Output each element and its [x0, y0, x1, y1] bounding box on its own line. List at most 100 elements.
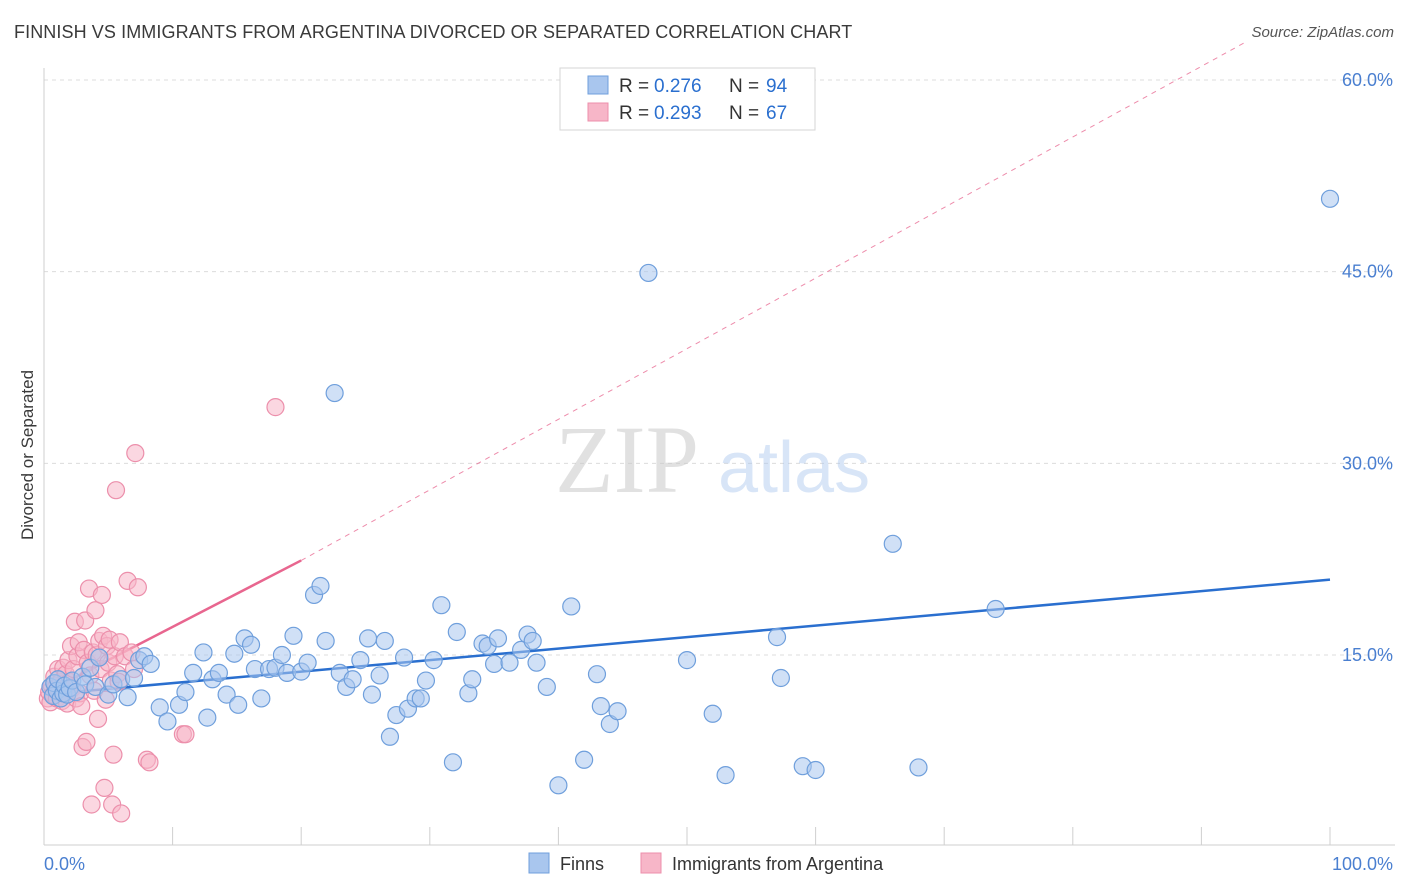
point-argentina: [77, 732, 96, 751]
point-finns: [767, 628, 787, 647]
point-finns: [176, 682, 195, 702]
point-finns: [370, 666, 389, 685]
point-finns: [549, 776, 568, 795]
point-finns: [325, 383, 344, 403]
point-finns: [158, 712, 177, 731]
legend-n-value-argentina: 67: [766, 103, 787, 124]
point-finns: [500, 653, 519, 672]
point-finns: [380, 727, 400, 746]
point-finns: [184, 663, 203, 682]
point-argentina: [92, 585, 111, 605]
y-tick-label: 45.0%: [1342, 262, 1393, 282]
point-finns: [639, 263, 658, 283]
point-finns: [986, 599, 1005, 619]
point-finns: [575, 750, 594, 769]
point-finns: [198, 708, 217, 727]
legend-r-value-argentina: 0.293: [654, 103, 702, 124]
y-tick-label: 60.0%: [1342, 70, 1393, 90]
point-finns: [343, 670, 362, 689]
point-finns: [194, 643, 213, 662]
series-legend-swatch-argentina: [640, 852, 662, 874]
point-finns: [527, 653, 546, 672]
point-finns: [217, 685, 236, 704]
point-finns: [485, 654, 504, 674]
point-finns: [90, 648, 109, 667]
point-finns: [562, 597, 581, 616]
point-finns: [358, 629, 378, 648]
point-finns: [909, 758, 928, 777]
point-finns: [316, 631, 335, 651]
x-axis-ticks: [172, 827, 1331, 845]
point-argentina: [126, 444, 145, 463]
point-argentina: [266, 398, 285, 417]
point-finns: [443, 753, 463, 772]
point-finns: [141, 654, 160, 674]
series-legend-swatch-finns: [528, 852, 550, 874]
point-argentina: [176, 725, 195, 744]
x-tick-label-max: 100.0%: [1332, 854, 1393, 874]
y-tick-label: 30.0%: [1342, 453, 1393, 473]
point-argentina: [128, 578, 147, 597]
point-finns: [298, 653, 317, 672]
series-legend: Finns Immigrants from Argentina: [528, 852, 884, 874]
point-finns: [416, 671, 436, 690]
point-finns: [272, 645, 292, 665]
series-legend-label-argentina: Immigrants from Argentina: [672, 854, 884, 874]
y-axis-label: Divorced or Separated: [18, 370, 37, 540]
point-argentina: [95, 778, 114, 797]
point-finns: [488, 629, 508, 648]
source-credit: Source: ZipAtlas.com: [1251, 24, 1394, 41]
point-finns: [716, 766, 735, 785]
point-finns: [587, 665, 607, 684]
point-finns: [883, 534, 902, 553]
watermark-atlas: atlas: [718, 428, 870, 508]
legend-swatch-argentina: [587, 102, 609, 122]
point-finns: [703, 704, 722, 723]
point-finns: [375, 631, 394, 651]
legend-n-value-finns: 94: [766, 76, 788, 97]
point-finns: [806, 760, 825, 780]
point-finns: [537, 677, 556, 697]
grid-lines: [44, 79, 1395, 656]
legend-r-label: R =: [619, 76, 649, 97]
chart-title: FINNISH VS IMMIGRANTS FROM ARGENTINA DIV…: [14, 22, 853, 42]
point-finns: [432, 596, 451, 615]
series-legend-label-finns: Finns: [560, 854, 604, 874]
watermark-zip: ZIP: [555, 406, 699, 513]
legend-n-label: N =: [729, 103, 759, 124]
y-tick-label: 15.0%: [1342, 645, 1393, 665]
point-finns: [311, 576, 330, 596]
point-argentina: [88, 709, 108, 728]
point-finns: [150, 698, 169, 717]
legend-swatch-finns: [587, 75, 609, 95]
point-finns: [229, 695, 248, 714]
point-finns: [463, 670, 482, 689]
legend-r-value-finns: 0.276: [654, 76, 702, 97]
point-finns: [771, 668, 790, 688]
point-finns: [523, 631, 542, 651]
point-argentina: [112, 804, 131, 823]
point-argentina: [140, 753, 159, 772]
point-finns: [411, 689, 430, 708]
point-finns: [351, 651, 370, 670]
point-finns: [241, 635, 261, 654]
stats-legend: R = 0.276 N = 94 R = 0.293 N = 67: [559, 67, 816, 131]
point-finns: [209, 663, 228, 682]
point-finns: [608, 702, 627, 721]
x-tick-label-min: 0.0%: [44, 854, 85, 874]
point-finns: [362, 685, 382, 704]
y-axis-tick-labels: 15.0% 30.0% 45.0% 60.0%: [1342, 70, 1393, 665]
legend-n-label: N =: [729, 76, 759, 97]
point-finns: [677, 651, 697, 670]
point-finns: [225, 644, 244, 663]
point-argentina: [86, 601, 105, 620]
point-finns: [252, 689, 271, 708]
point-argentina: [82, 795, 101, 814]
point-finns: [1320, 189, 1340, 208]
point-finns: [394, 648, 414, 667]
legend-r-label: R =: [619, 103, 649, 124]
point-finns: [284, 626, 303, 645]
point-argentina: [104, 745, 123, 764]
data-points: [38, 189, 1340, 823]
